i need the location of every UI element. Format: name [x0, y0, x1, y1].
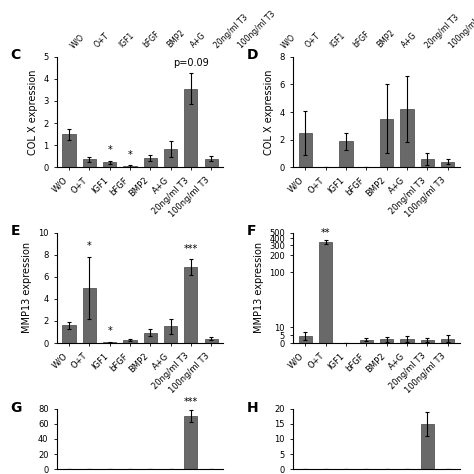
Bar [144, 333, 157, 343]
Y-axis label: COL X expression: COL X expression [27, 69, 37, 155]
Bar [63, 325, 76, 343]
Bar [299, 336, 312, 343]
Bar [103, 342, 116, 343]
Text: ***: *** [184, 244, 198, 254]
Bar [205, 339, 218, 343]
Text: BMP2: BMP2 [165, 28, 186, 50]
Bar [205, 159, 218, 167]
Y-axis label: COL X expression: COL X expression [264, 69, 274, 155]
Y-axis label: MMP13 expression: MMP13 expression [22, 242, 33, 333]
Bar [360, 340, 373, 343]
Text: W/O: W/O [69, 32, 87, 50]
Bar [123, 166, 137, 167]
Text: H: H [246, 401, 258, 415]
Bar [319, 242, 332, 343]
Bar [421, 159, 434, 167]
Text: C: C [10, 48, 20, 62]
Text: 20ng/ml T3: 20ng/ml T3 [213, 13, 250, 50]
Bar [103, 162, 116, 167]
Bar [299, 133, 312, 167]
Bar [164, 327, 177, 343]
Text: IGF1: IGF1 [117, 31, 136, 50]
Text: IGF1: IGF1 [328, 31, 346, 50]
Text: F: F [246, 224, 256, 238]
Bar [144, 158, 157, 167]
Text: BMP2: BMP2 [376, 28, 397, 50]
Bar [184, 416, 198, 469]
Text: *: * [107, 145, 112, 155]
Bar [380, 119, 393, 167]
Text: p=0.09: p=0.09 [173, 58, 209, 68]
Bar [123, 340, 137, 343]
Text: **: ** [321, 228, 330, 238]
Text: 100ng/ml T3: 100ng/ml T3 [448, 9, 474, 50]
Bar [83, 288, 96, 343]
Bar [184, 89, 198, 167]
Text: *: * [128, 150, 132, 160]
Text: E: E [10, 224, 20, 238]
Text: O+T: O+T [93, 31, 111, 50]
Text: O+T: O+T [304, 31, 322, 50]
Bar [83, 159, 96, 167]
Text: G: G [10, 401, 22, 415]
Bar [421, 340, 434, 343]
Bar [339, 141, 353, 167]
Bar [421, 424, 434, 469]
Bar [184, 267, 198, 343]
Text: 100ng/ml T3: 100ng/ml T3 [237, 9, 277, 50]
Bar [63, 134, 76, 167]
Text: A+G: A+G [400, 31, 419, 50]
Bar [441, 338, 454, 343]
Bar [401, 109, 414, 167]
Text: W/O: W/O [280, 32, 298, 50]
Bar [164, 149, 177, 167]
Text: bFGF: bFGF [352, 29, 372, 50]
Text: A+G: A+G [189, 31, 208, 50]
Y-axis label: MMP13 expression: MMP13 expression [254, 242, 264, 333]
Text: *: * [107, 327, 112, 337]
Text: ***: *** [184, 397, 198, 407]
Text: bFGF: bFGF [141, 29, 161, 50]
Text: *: * [87, 241, 92, 252]
Text: D: D [246, 48, 258, 62]
Text: 20ng/ml T3: 20ng/ml T3 [424, 13, 461, 50]
Bar [401, 339, 414, 343]
Bar [441, 162, 454, 167]
Bar [380, 339, 393, 343]
